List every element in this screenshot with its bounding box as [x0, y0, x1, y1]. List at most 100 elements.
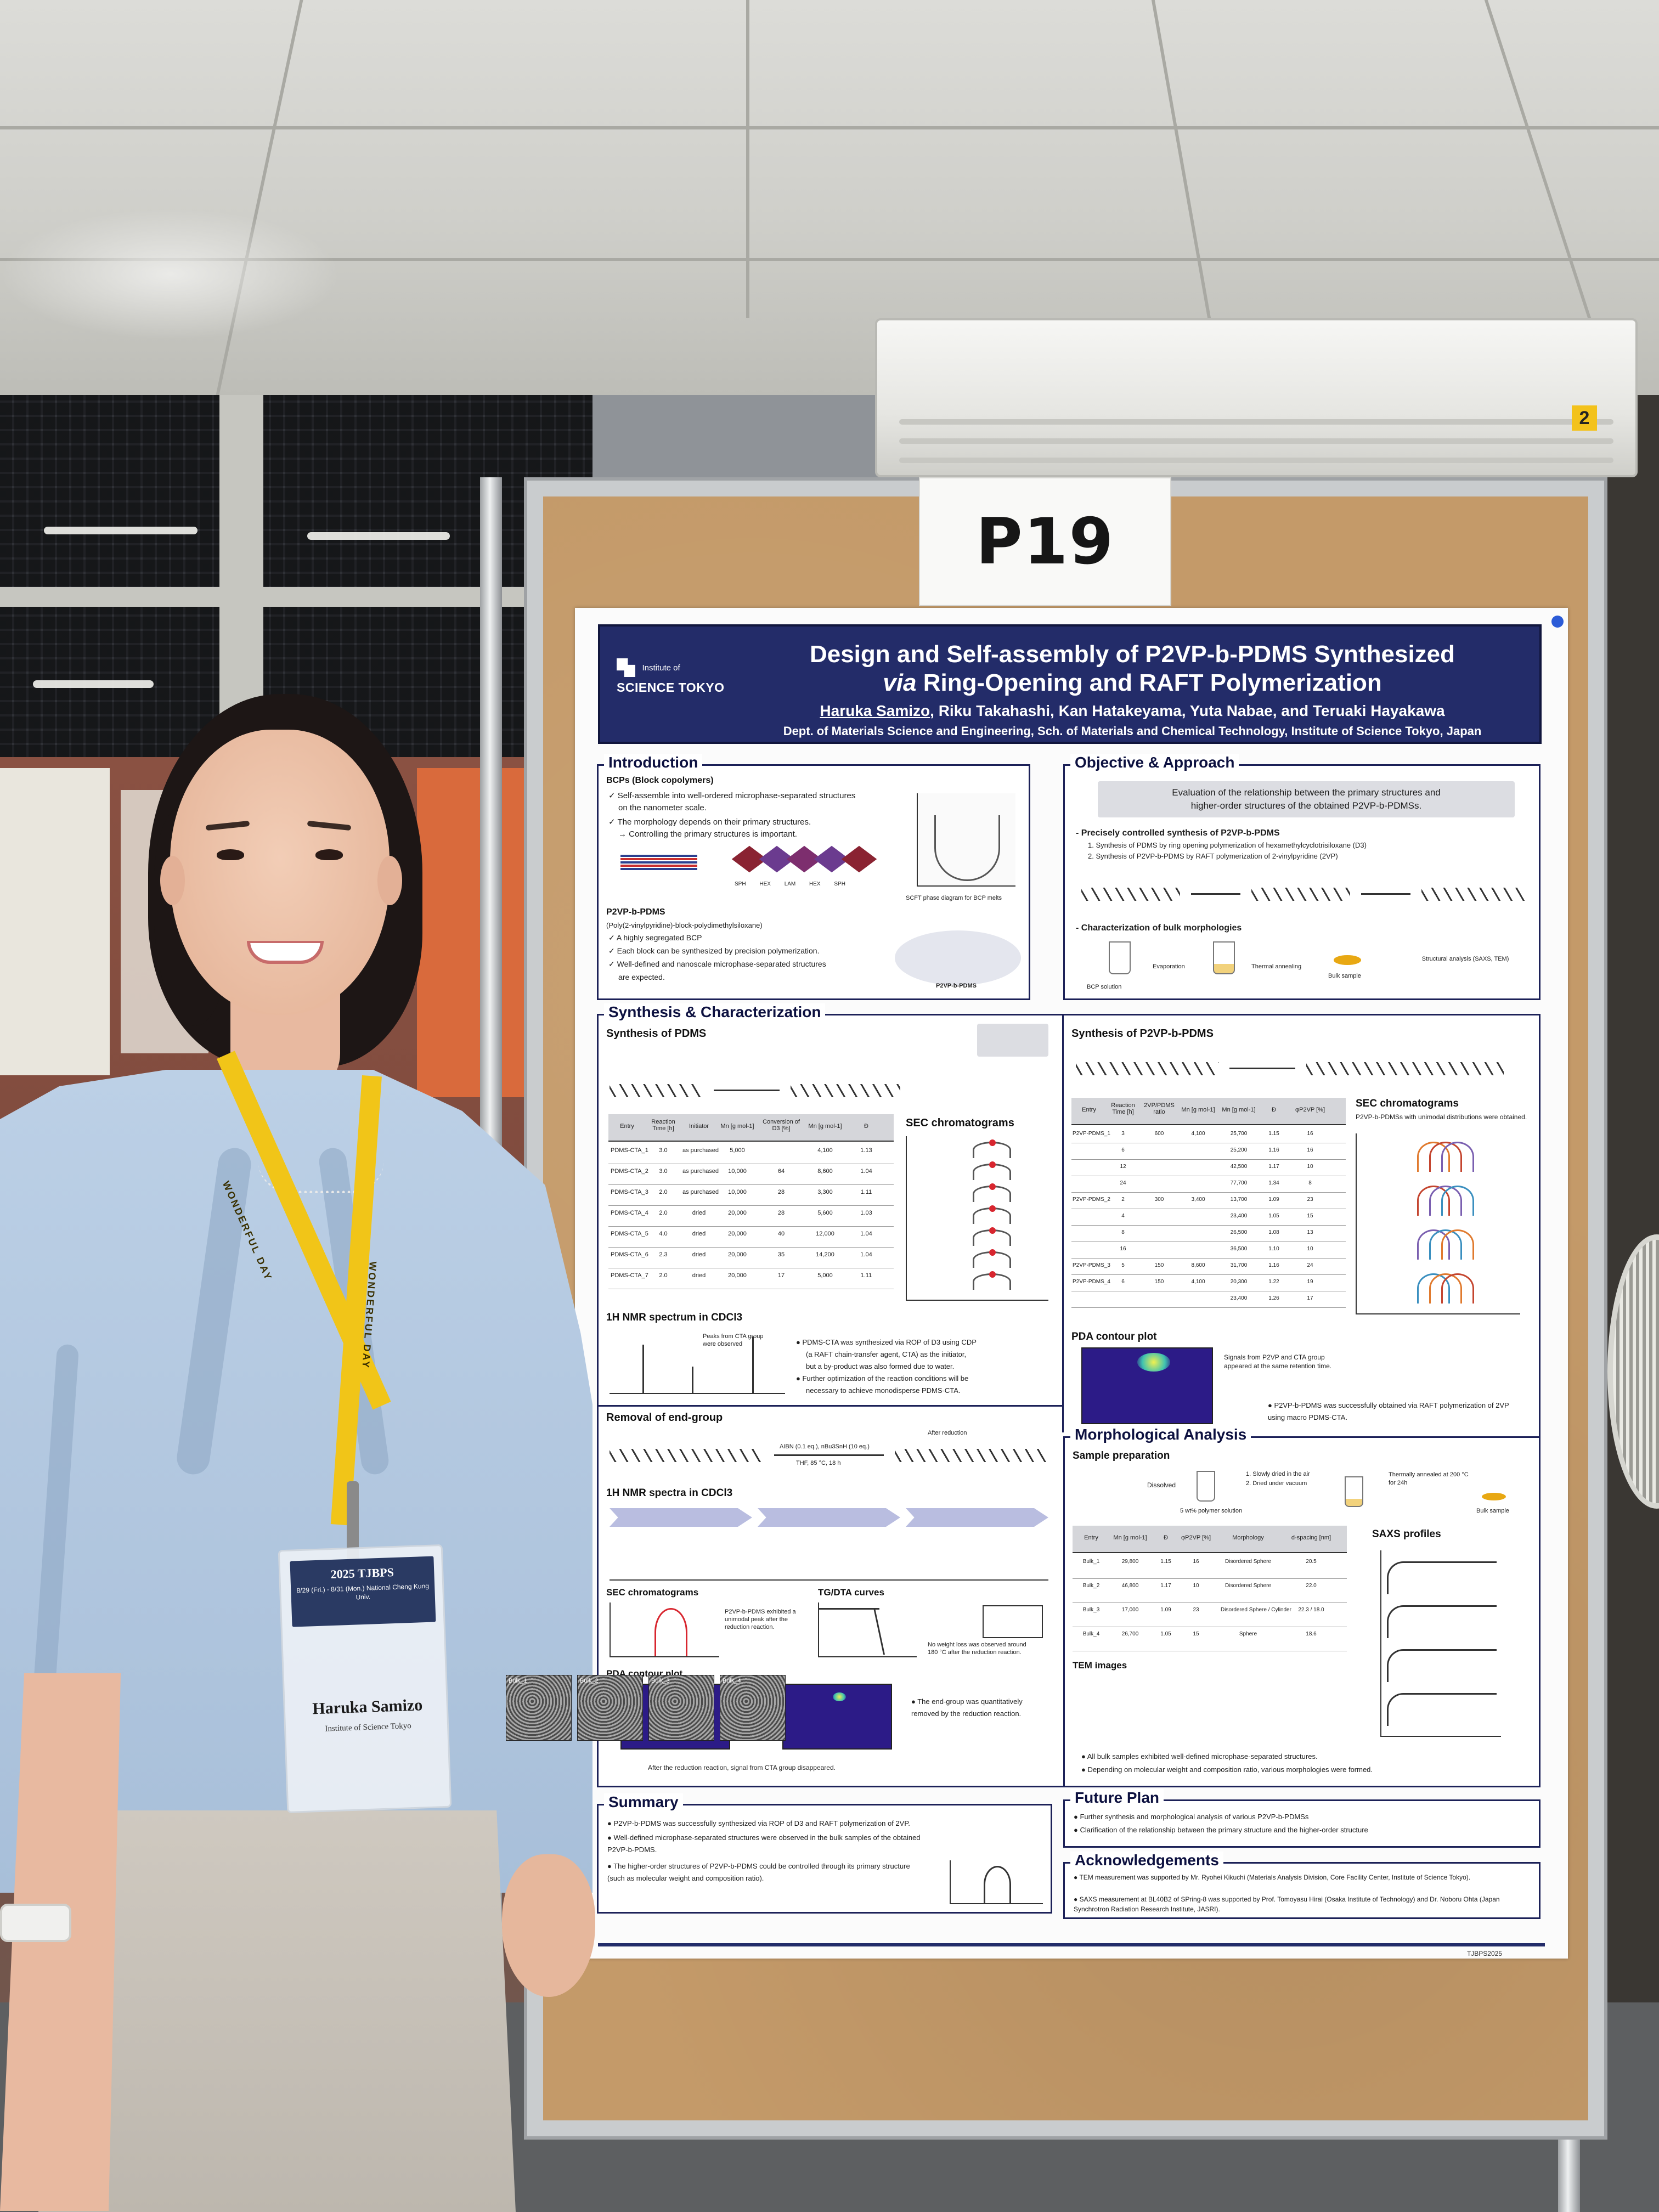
table-cell: dried: [692, 1210, 706, 1216]
table-cell: 3.0: [659, 1168, 668, 1175]
table-cell: 1.04: [860, 1251, 872, 1258]
table-cell: 1.11: [860, 1272, 872, 1279]
table-cell: 6: [1121, 1147, 1125, 1153]
poster-title-line1: Design and Self-assembly of P2VP-b-PDMS …: [809, 641, 1455, 668]
person-ear: [160, 856, 185, 905]
intro-bullet: → Controlling the primary structures is …: [618, 830, 797, 839]
sec2-note: P2VP-b-PDMS exhibited a unimodal peak af…: [725, 1609, 796, 1630]
summary-mini-chart: [950, 1860, 1043, 1904]
sec-title: SEC chromatograms: [906, 1117, 1014, 1129]
tem-title: TEM images: [1073, 1660, 1127, 1671]
table-cell: 4.0: [659, 1231, 668, 1237]
table-cell: 3,300: [817, 1189, 833, 1195]
future-plan-title: Future Plan: [1070, 1789, 1164, 1807]
table-header: [608, 1114, 894, 1142]
characterization-heading: - Characterization of bulk morphologies: [1076, 923, 1242, 933]
table-cell: 1.04: [860, 1168, 872, 1175]
coauthors: , Riku Takahashi, Kan Hatakeyama, Yuta N…: [930, 702, 1445, 719]
section-divider: [599, 1405, 1062, 1407]
tem-image: Bulk_3: [648, 1675, 714, 1741]
person-eye: [315, 849, 343, 860]
table-cell: P2VP-PDMS_4: [1073, 1279, 1110, 1285]
pda-title: PDA contour plot: [1071, 1331, 1157, 1342]
vial-icon: [1197, 1471, 1215, 1502]
table-cell: 22.3 / 18.0: [1298, 1607, 1324, 1613]
reaction-arrow: [714, 1090, 780, 1091]
table-cell: as purchased: [682, 1147, 719, 1154]
badge-header: 2025 TJBPS 8/29 (Fri.) - 8/31 (Mon.) Nat…: [290, 1556, 436, 1627]
badge-institution: Institute of Science Tokyo: [325, 1722, 412, 1734]
nmr-peak: [752, 1336, 754, 1393]
morph-label: HEX: [809, 881, 821, 887]
bcp-heading: BCPs (Block copolymers): [606, 776, 714, 785]
table-cell: 26,500: [1230, 1229, 1248, 1235]
sec-trace: [1441, 1142, 1474, 1172]
table-row-divider: [608, 1226, 894, 1227]
sec-peak: [984, 1866, 1011, 1903]
table-cell: 4,100: [1191, 1131, 1205, 1137]
table-cell: 5: [1121, 1262, 1125, 1268]
sec-peak: [654, 1608, 687, 1656]
table-cell: 1.26: [1268, 1295, 1279, 1301]
reaction-scheme: [610, 1449, 763, 1462]
tem-image: Bulk_4: [720, 1675, 786, 1741]
table-cell: 20,000: [728, 1231, 747, 1237]
table-header-cell: Mn [g mol-1]: [1113, 1534, 1147, 1541]
tga-title: TG/DTA curves: [818, 1587, 884, 1598]
table-cell: 16: [1193, 1559, 1199, 1565]
table-cell: Bulk_2: [1082, 1583, 1100, 1589]
ceiling-grid-line: [1484, 0, 1592, 318]
prep-heading: Sample preparation: [1073, 1450, 1170, 1462]
table-cell: 23,400: [1230, 1213, 1248, 1219]
vial-icon: [1345, 1476, 1363, 1507]
table-cell: 4: [1121, 1213, 1125, 1219]
table-cell: 35: [777, 1251, 785, 1258]
table-header-cell: Conversion of D3 [%]: [763, 1119, 800, 1132]
table-cell: 20,000: [728, 1272, 747, 1279]
prep-step: 1. Slowly dried in the air: [1246, 1471, 1310, 1477]
blouse-fold: [174, 1146, 253, 1477]
ac-number-sticker: 2: [1572, 405, 1597, 431]
push-pin: [1551, 616, 1564, 628]
pda-heatmap: [1081, 1347, 1213, 1424]
table-cell: P2VP-PDMS_2: [1073, 1197, 1110, 1203]
table-cell: 24: [1120, 1180, 1126, 1186]
table-cell: Bulk_4: [1082, 1631, 1100, 1637]
blurred-ceiling-fan: [0, 208, 340, 340]
summary-item: The higher-order structures of P2VP-b-PD…: [607, 1860, 915, 1884]
flow-step: Thermal annealing: [1251, 963, 1302, 970]
table-row-divider: [1071, 1225, 1346, 1226]
table-cell: 17: [1307, 1295, 1313, 1301]
reaction-arrow: [1191, 893, 1240, 895]
table-cell: PDMS-CTA_6: [611, 1251, 648, 1258]
table-cell: 16: [1307, 1147, 1313, 1153]
table-cell: 300: [1154, 1197, 1164, 1203]
table-header-cell: Mn [g mol-1]: [720, 1123, 754, 1130]
table-cell: 23: [1193, 1607, 1199, 1613]
poster: Institute of SCIENCE TOKYO Design and Se…: [575, 608, 1568, 1959]
table-cell: 29,800: [1121, 1559, 1139, 1565]
tga-chart: [818, 1602, 917, 1657]
heatmap-signal: [833, 1692, 846, 1701]
name-badge: 2025 TJBPS 8/29 (Fri.) - 8/31 (Mon.) Nat…: [278, 1544, 452, 1814]
summary-item: Well-defined microphase-separated struct…: [607, 1832, 942, 1856]
table-cell: 1.15: [1268, 1131, 1279, 1137]
table-cell: 64: [777, 1168, 785, 1175]
p2vp-sec-note: P2VP-b-PDMSs with unimodal distributions…: [1356, 1113, 1527, 1121]
pda-note: Signals from P2VP and CTA group appeared…: [1224, 1353, 1332, 1370]
table-cell: 1.17: [1268, 1164, 1279, 1170]
aim-line: higher-order structures of the obtained …: [1190, 800, 1422, 811]
institute-logo: Institute of SCIENCE TOKYO: [617, 658, 732, 695]
person-eye: [217, 849, 244, 860]
approach-heading: - Precisely controlled synthesis of P2VP…: [1076, 828, 1280, 838]
badge-year: 2025 TJBPS: [330, 1565, 394, 1582]
table-cell: P2VP-PDMS_3: [1073, 1262, 1110, 1268]
poster-header: Institute of SCIENCE TOKYO Design and Se…: [598, 624, 1542, 744]
table-cell: 10,000: [728, 1168, 747, 1175]
p2vp-sec-title: SEC chromatograms: [1356, 1098, 1459, 1109]
table-cell: 2: [1121, 1197, 1125, 1203]
approach-step: 1. Synthesis of PDMS by ring opening pol…: [1088, 841, 1367, 849]
table-cell: 1.09: [1268, 1197, 1279, 1203]
p2vp-bullet: A highly segregated BCP: [608, 932, 702, 944]
nmr-title: 1H NMR spectrum in CDCl3: [606, 1312, 743, 1323]
